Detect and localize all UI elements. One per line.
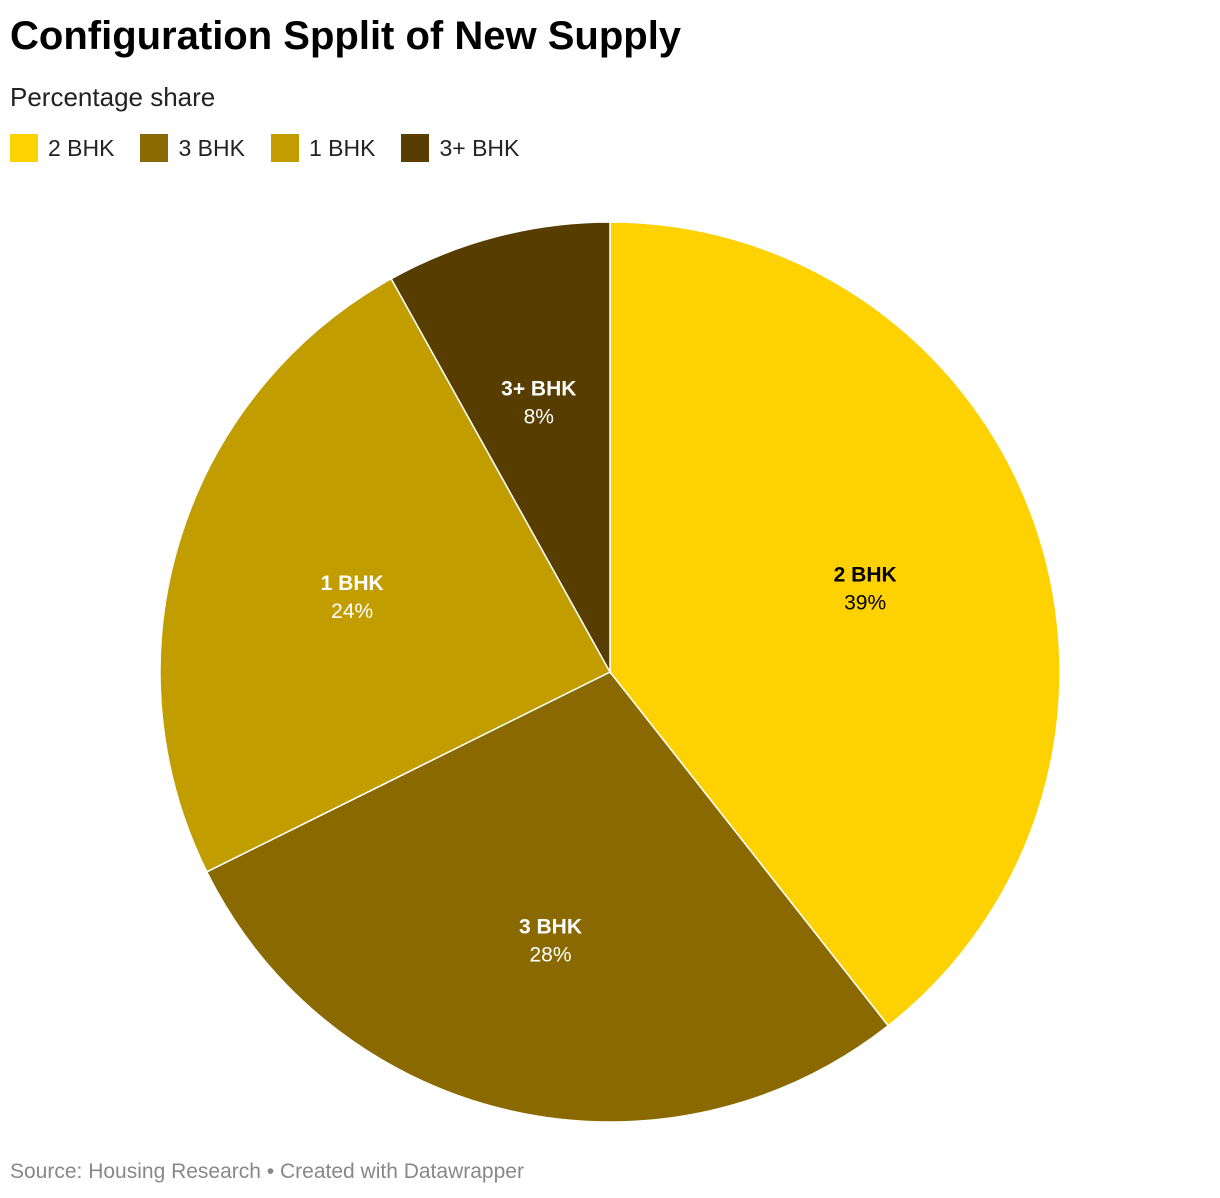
- pie-slice-2-bhk: [609, 221, 1061, 1027]
- legend-label: 2 BHK: [48, 134, 115, 161]
- legend-item-2bhk: 2 BHK: [10, 134, 114, 162]
- legend-label: 3 BHK: [178, 134, 245, 161]
- legend-swatch: [10, 134, 38, 162]
- slice-label: 2 BHK: [834, 564, 897, 587]
- slice-label: 3 BHK: [519, 915, 582, 938]
- legend-swatch: [140, 134, 169, 162]
- slice-label: 1 BHK: [321, 572, 384, 595]
- legend-label: 1 BHK: [308, 134, 376, 161]
- legend-item-3plus-bhk: 3+ BHK: [401, 134, 519, 162]
- slice-value-label: 28%: [530, 943, 572, 966]
- legend-swatch: [270, 134, 299, 162]
- legend-label: 3+ BHK: [439, 134, 520, 161]
- legend-item-1bhk: 1 BHK: [270, 134, 376, 162]
- chart-legend: 2 BHK 3 BHK 1 BHK 3+ BHK: [10, 132, 545, 164]
- chart-title: Configuration Spplit of New Supply: [10, 14, 682, 58]
- legend-swatch: [401, 134, 430, 162]
- slice-value-label: 8%: [524, 406, 554, 429]
- slice-value-label: 39%: [844, 592, 886, 615]
- pie-slice-1-bhk: [159, 277, 612, 873]
- slice-value-label: 24%: [331, 600, 373, 623]
- legend-item-3bhk: 3 BHK: [140, 134, 245, 162]
- pie-slice-3plus-bhk: [390, 221, 611, 675]
- chart-subtitle: Percentage share: [10, 82, 216, 112]
- slice-label: 3+ BHK: [501, 378, 576, 401]
- pie-slice-3-bhk: [205, 671, 890, 1123]
- chart-source: Source: Housing Research • Created with …: [10, 1160, 524, 1183]
